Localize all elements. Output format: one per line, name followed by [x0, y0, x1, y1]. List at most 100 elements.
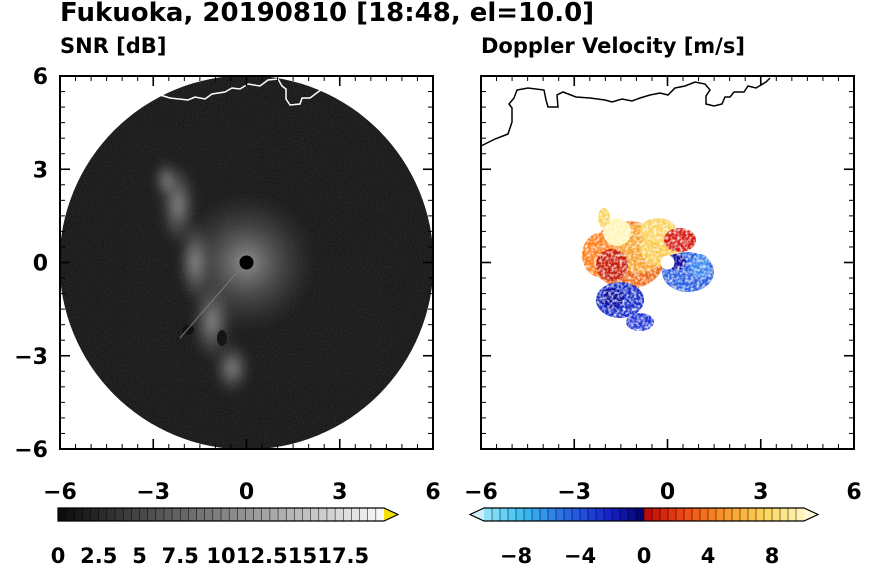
- snr-colorbar-cell: [286, 508, 295, 521]
- doppler-colorbar-cell: [580, 508, 589, 521]
- doppler-colorbar-cell: [708, 508, 717, 521]
- snr-colorbar-cell: [58, 508, 67, 521]
- doppler-colorbar-outline: [468, 507, 820, 522]
- doppler-colorbar-cell: [732, 508, 741, 521]
- snr-colorbar-outline: [57, 507, 400, 522]
- snr-colorbar-cell: [172, 508, 181, 521]
- doppler-colorbar-cell: [596, 508, 605, 521]
- snr-colorbar-cell: [229, 508, 238, 521]
- snr-colorbar: 0 2.5 5 7.5 10 12.5 15 17.5: [51, 507, 400, 568]
- snr-echo-field: [59, 75, 434, 450]
- doppler-colorbar-under-triangle: [470, 508, 484, 521]
- snr-colorbar-cell: [343, 508, 352, 521]
- doppler-colorbar-cell: [716, 508, 725, 521]
- snr-colorbar-cell: [163, 508, 173, 521]
- doppler-colorbar-tick-label: −8: [500, 544, 532, 568]
- doppler-colorbar-cell: [612, 508, 621, 521]
- doppler-colorbar-cell: [620, 508, 629, 521]
- doppler-colorbar-cell: [556, 508, 565, 521]
- snr-colorbar-cell: [318, 508, 328, 521]
- doppler-center-dot: [660, 255, 675, 270]
- doppler-colorbar-cell: [564, 508, 573, 521]
- doppler-x-tick-label: 6: [846, 480, 861, 505]
- snr-colorbar-cell: [147, 508, 157, 521]
- doppler-colorbar-cell: [764, 508, 773, 521]
- doppler-x-tick-label: −3: [557, 480, 591, 505]
- snr-colorbar-cell: [115, 508, 124, 521]
- snr-colorbar-cell: [66, 508, 75, 521]
- snr-colorbar-cell: [302, 508, 311, 521]
- snr-colorbar-cell: [196, 508, 205, 521]
- snr-y-tick-label: 6: [33, 65, 48, 90]
- doppler-colorbar-cell: [660, 508, 669, 521]
- snr-colorbar-cell: [237, 508, 246, 521]
- snr-colorbar-cell: [131, 508, 140, 521]
- snr-colorbar-tick-label: 5: [132, 544, 147, 568]
- doppler-colorbar-cell: [636, 508, 645, 521]
- snr-colorbar-cell: [188, 508, 197, 521]
- doppler-x-tick-label: 3: [753, 480, 768, 505]
- snr-coastline: [159, 75, 328, 106]
- snr-colorbar-cell: [123, 508, 132, 521]
- snr-colorbar-cell: [98, 508, 108, 521]
- snr-colorbar-cell: [139, 508, 148, 521]
- snr-colorbar-cell: [221, 508, 230, 521]
- doppler-colorbar-cell: [548, 508, 557, 521]
- snr-y-tick-label: 0: [33, 252, 48, 277]
- doppler-colorbar-tick-label: 4: [701, 544, 716, 568]
- doppler-colorbar-tick-label: 8: [765, 544, 780, 568]
- doppler-panel-title: Doppler Velocity [m/s]: [481, 34, 745, 58]
- snr-colorbar-cell: [90, 508, 100, 521]
- doppler-colorbar-cell: [484, 508, 493, 521]
- doppler-echo-field: [560, 200, 720, 350]
- doppler-x-tick-label: 0: [660, 480, 675, 505]
- snr-x-tick-label: 6: [425, 480, 440, 505]
- snr-y-tick-label: 3: [33, 158, 48, 183]
- doppler-axes-frame: −6 −3 0 3 6: [464, 75, 862, 505]
- doppler-panel: −6 −3 0 3 6: [464, 75, 862, 505]
- snr-colorbar-cell: [106, 508, 116, 521]
- snr-colorbar-cell: [245, 508, 254, 521]
- doppler-colorbar-cell: [628, 508, 637, 521]
- figure-title: Fukuoka, 20190810 [18:48, el=10.0]: [60, 0, 595, 28]
- snr-colorbar-cell: [367, 508, 377, 521]
- doppler-colorbar-cell: [652, 508, 661, 521]
- snr-colorbar-cell: [204, 508, 214, 521]
- snr-center-dot: [239, 255, 254, 270]
- snr-x-tick-label: 3: [332, 480, 347, 505]
- snr-colorbar-cell: [326, 508, 336, 521]
- snr-colorbar-cell: [375, 508, 385, 521]
- snr-colorbar-tick-label: 0: [51, 544, 66, 568]
- doppler-colorbar-cell: [588, 508, 597, 521]
- doppler-colorbar-cell: [692, 508, 701, 521]
- doppler-colorbar-cell: [540, 508, 549, 521]
- doppler-colorbar-over-triangle: [804, 508, 818, 521]
- snr-colorbar-tick-label: 12.5: [236, 544, 288, 568]
- doppler-colorbar-cell: [516, 508, 525, 521]
- doppler-colorbar-cell: [572, 508, 581, 521]
- snr-colorbar-cell: [82, 508, 91, 521]
- snr-colorbar-cell: [351, 508, 360, 521]
- snr-colorbar-tick-label: 17.5: [317, 544, 369, 568]
- doppler-colorbar-cell: [780, 508, 789, 521]
- snr-colorbar-cell: [294, 508, 303, 521]
- snr-colorbar-tick-label: 15: [288, 544, 317, 568]
- snr-colorbar-cell: [212, 508, 222, 521]
- snr-colorbar-cell: [359, 508, 368, 521]
- doppler-colorbar-cell: [676, 508, 685, 521]
- doppler-colorbar-cell: [740, 508, 749, 521]
- doppler-colorbar-cell: [604, 508, 613, 521]
- snr-panel-title: SNR [dB]: [60, 34, 167, 58]
- doppler-colorbar-tick-label: 0: [637, 544, 652, 568]
- doppler-colorbar-cell: [508, 508, 517, 521]
- snr-x-tick-label: 0: [239, 480, 254, 505]
- doppler-colorbar-cell: [500, 508, 509, 521]
- doppler-colorbar-cell: [532, 508, 541, 521]
- snr-colorbar-over-triangle: [384, 508, 398, 521]
- doppler-colorbar-tick-label: −4: [564, 544, 596, 568]
- snr-y-tick-label: −3: [14, 345, 48, 370]
- doppler-colorbar-cell: [524, 508, 533, 521]
- doppler-x-tick-label: −6: [464, 480, 498, 505]
- doppler-colorbar-cell: [748, 508, 757, 521]
